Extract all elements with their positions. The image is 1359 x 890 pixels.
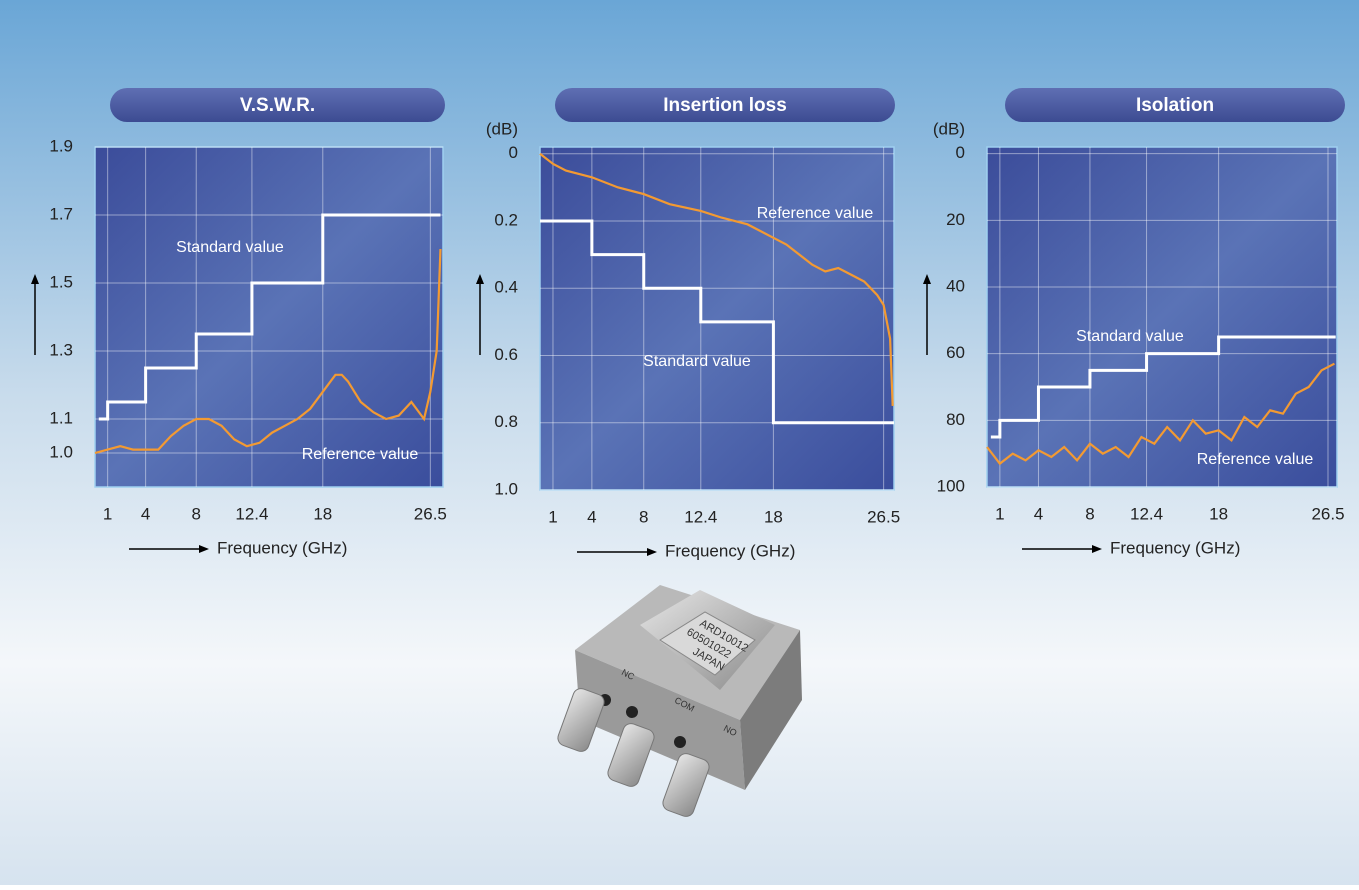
x-axis-label: Frequency (GHz) xyxy=(665,541,795,560)
page: V.S.W.R.1.01.11.31.51.71.914812.41826.5F… xyxy=(0,0,1359,885)
series-annotation: Reference value xyxy=(757,205,874,222)
y-tick-label: 0.6 xyxy=(494,345,518,364)
x-tick-label: 1 xyxy=(103,504,112,523)
x-tick-label: 18 xyxy=(313,504,332,523)
plot-area xyxy=(987,147,1337,487)
x-tick-label: 12.4 xyxy=(684,507,717,526)
x-tick-label: 8 xyxy=(639,507,648,526)
x-tick-label: 26.5 xyxy=(867,507,900,526)
y-tick-label: 0.8 xyxy=(494,412,518,431)
x-tick-label: 1 xyxy=(548,507,557,526)
y-tick-label: 1.1 xyxy=(49,408,73,427)
y-tick-label: 0 xyxy=(956,143,965,162)
series-annotation: Standard value xyxy=(1076,328,1184,345)
y-tick-label: 1.0 xyxy=(49,442,73,461)
x-tick-label: 8 xyxy=(1085,504,1094,523)
series-annotation: Standard value xyxy=(643,353,751,370)
y-tick-label: 60 xyxy=(946,343,965,362)
y-tick-label: 1.3 xyxy=(49,340,73,359)
series-annotation: Reference value xyxy=(1197,451,1314,468)
x-tick-label: 12.4 xyxy=(235,504,268,523)
x-tick-label: 4 xyxy=(587,507,596,526)
x-tick-label: 1 xyxy=(995,504,1004,523)
chart-title: Isolation xyxy=(1136,95,1214,116)
y-tick-label: 40 xyxy=(946,276,965,295)
x-tick-label: 4 xyxy=(1034,504,1043,523)
x-tick-label: 4 xyxy=(141,504,150,523)
series-annotation: Standard value xyxy=(176,239,284,256)
y-tick-label: 1.9 xyxy=(49,136,73,155)
y-axis-unit: (dB) xyxy=(486,119,518,138)
y-axis-unit: (dB) xyxy=(933,119,965,138)
x-tick-label: 26.5 xyxy=(1311,504,1344,523)
y-tick-label: 1.7 xyxy=(49,204,73,223)
chart-title: V.S.W.R. xyxy=(240,95,315,116)
series-annotation: Reference value xyxy=(302,446,419,463)
x-axis-label: Frequency (GHz) xyxy=(1110,538,1240,557)
x-tick-label: 26.5 xyxy=(414,504,447,523)
y-tick-label: 20 xyxy=(946,210,965,229)
plot-area xyxy=(540,147,894,490)
x-tick-label: 12.4 xyxy=(1130,504,1163,523)
y-tick-label: 0.4 xyxy=(494,278,518,297)
y-tick-label: 80 xyxy=(946,410,965,429)
y-tick-label: 1.5 xyxy=(49,272,73,291)
x-tick-label: 18 xyxy=(1209,504,1228,523)
y-tick-label: 0 xyxy=(509,143,518,162)
y-tick-label: 100 xyxy=(937,476,965,495)
x-tick-label: 18 xyxy=(764,507,783,526)
y-tick-label: 1.0 xyxy=(494,479,518,498)
chart-title: Insertion loss xyxy=(663,95,787,116)
x-tick-label: 8 xyxy=(192,504,201,523)
x-axis-label: Frequency (GHz) xyxy=(217,538,347,557)
y-tick-label: 0.2 xyxy=(494,210,518,229)
